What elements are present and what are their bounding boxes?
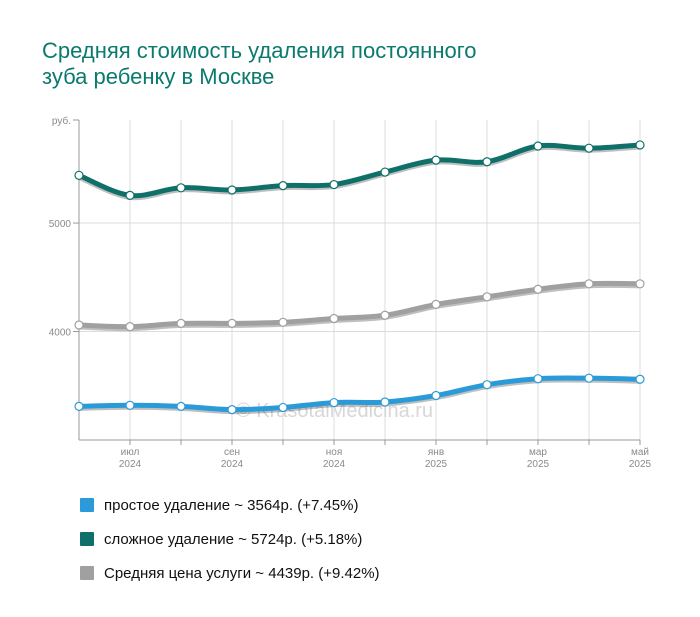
x-tick-label-year: 2025 — [527, 459, 550, 470]
legend-label-average: Средняя цена услуги ~ 4439р. (+9.42%) — [104, 564, 380, 582]
data-point-complex[interactable] — [635, 140, 645, 150]
data-point-average[interactable] — [431, 299, 441, 310]
data-point-simple[interactable] — [584, 373, 594, 383]
x-tick-label-month: мар — [529, 447, 547, 458]
legend-item-complex[interactable]: сложное удаление ~ 5724р. (+5.18%) — [80, 522, 380, 556]
legend-item-average[interactable]: Средняя цена услуги ~ 4439р. (+9.42%) — [80, 556, 380, 590]
data-point-simple[interactable] — [125, 400, 135, 410]
data-point-complex[interactable] — [227, 185, 237, 195]
series-lines — [76, 142, 643, 415]
x-tick-label-year: 2025 — [425, 459, 448, 470]
data-point-simple[interactable] — [533, 374, 543, 384]
data-point-average[interactable] — [329, 313, 339, 324]
data-point-complex[interactable] — [176, 183, 186, 193]
series-line-simple — [76, 375, 643, 413]
legend-label-complex: сложное удаление ~ 5724р. (+5.18%) — [104, 530, 363, 548]
data-point-simple[interactable] — [482, 380, 492, 390]
data-point-average[interactable] — [380, 310, 390, 320]
data-point-complex[interactable] — [380, 167, 390, 177]
data-point-average[interactable] — [74, 320, 84, 330]
y-tick-label: 4000 — [49, 328, 72, 339]
data-point-complex[interactable] — [125, 190, 135, 200]
grid-lines — [79, 120, 641, 440]
x-tick-label-month: янв — [428, 447, 444, 458]
chart-title-line-2: зуба ребенку в Москве — [42, 64, 275, 89]
data-point-simple[interactable] — [227, 405, 237, 415]
chart-title-line-1: Средняя стоимость удаления постоянного — [42, 38, 477, 63]
data-point-complex[interactable] — [329, 179, 339, 190]
x-tick-label-year: 2024 — [323, 459, 346, 470]
x-tick-label-year: 2024 — [119, 459, 142, 470]
x-tick-label-year: 2025 — [629, 459, 652, 470]
legend-label-simple: простое удаление ~ 3564р. (+7.45%) — [104, 496, 359, 514]
data-point-simple[interactable] — [278, 402, 288, 413]
data-point-average[interactable] — [584, 279, 594, 289]
data-point-average[interactable] — [176, 318, 186, 328]
data-point-average[interactable] — [482, 292, 492, 302]
data-point-complex[interactable] — [533, 141, 543, 151]
legend-swatch-average — [80, 566, 94, 580]
data-point-complex[interactable] — [584, 143, 594, 153]
legend-item-simple[interactable]: простое удаление ~ 3564р. (+7.45%) — [80, 488, 380, 522]
series-shadow-average — [76, 281, 643, 332]
legend-swatch-simple — [80, 498, 94, 512]
data-point-complex[interactable] — [278, 181, 288, 191]
chart-title: Средняя стоимость удаления постоянного з… — [42, 38, 602, 90]
data-point-simple[interactable] — [74, 401, 84, 411]
chart-legend: простое удаление ~ 3564р. (+7.45%) сложн… — [80, 488, 380, 590]
data-point-complex[interactable] — [482, 157, 492, 167]
x-tick-label-month: май — [631, 447, 649, 458]
data-point-simple[interactable] — [635, 374, 645, 384]
data-point-average[interactable] — [635, 279, 645, 289]
data-points — [74, 140, 645, 415]
x-tick-label-month: сен — [224, 447, 240, 458]
legend-swatch-complex — [80, 532, 94, 546]
data-point-average[interactable] — [125, 322, 135, 332]
x-tick-label-month: ноя — [326, 447, 343, 458]
data-point-simple[interactable] — [176, 401, 186, 411]
y-tick-label: 5000 — [49, 219, 72, 230]
data-point-average[interactable] — [227, 318, 237, 328]
data-point-simple[interactable] — [380, 397, 390, 407]
data-point-average[interactable] — [533, 284, 543, 294]
data-point-complex[interactable] — [74, 170, 84, 180]
x-tick-label-year: 2024 — [221, 459, 244, 470]
data-point-simple[interactable] — [431, 390, 441, 401]
y-tick-label: руб. — [52, 115, 71, 127]
data-point-complex[interactable] — [431, 155, 441, 165]
series-line-complex — [76, 142, 643, 199]
data-point-average[interactable] — [278, 317, 288, 327]
data-point-simple[interactable] — [329, 397, 339, 408]
x-tick-label-month: июл — [121, 447, 140, 458]
